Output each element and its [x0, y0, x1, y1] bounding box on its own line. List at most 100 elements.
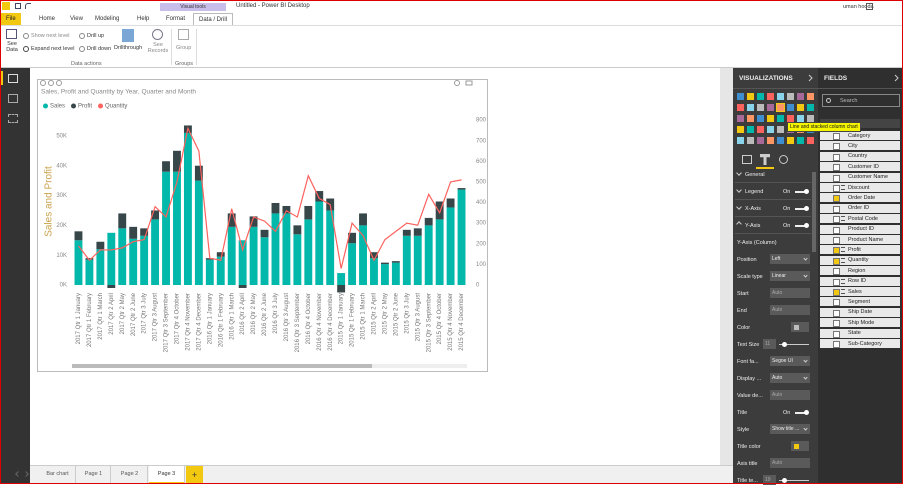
focus-icon[interactable] [454, 80, 460, 86]
viz-icon[interactable] [767, 104, 774, 111]
dropdown[interactable]: Segoe UI [770, 356, 810, 366]
field-row[interactable]: Row ID [820, 276, 900, 286]
viz-icon[interactable] [807, 115, 814, 122]
section-label[interactable]: Y-Axis [745, 223, 761, 229]
viz-icon[interactable] [767, 126, 774, 133]
toggle-track[interactable] [795, 208, 807, 210]
viz-icon[interactable] [757, 93, 764, 100]
field-name[interactable]: Order ID [848, 205, 870, 212]
field-row[interactable]: Segment [820, 297, 900, 307]
field-checkbox[interactable] [833, 278, 840, 286]
page-tab[interactable]: Page 3 [149, 466, 185, 484]
field-checkbox[interactable] [833, 299, 840, 307]
dropdown[interactable]: Left [770, 254, 810, 264]
ribbon-tab[interactable]: Data / Drill [193, 13, 234, 25]
viz-icon[interactable] [757, 137, 764, 144]
dropdown[interactable]: Linear [770, 271, 810, 281]
search-box[interactable]: Search [822, 94, 900, 107]
color-picker[interactable] [791, 441, 809, 451]
viz-icon[interactable] [757, 126, 764, 133]
input-box[interactable]: Auto [770, 390, 810, 400]
drill-icon[interactable] [40, 80, 46, 86]
viz-icon[interactable] [767, 93, 774, 100]
viz-icon[interactable] [787, 115, 794, 122]
toggle-knob[interactable] [804, 206, 809, 211]
viz-icon[interactable] [747, 104, 754, 111]
field-row[interactable]: Product Name [820, 235, 900, 244]
chart[interactable]: Sales, Profit and Quantity by Year, Quar… [37, 79, 488, 372]
drill-up[interactable]: Drill up [87, 33, 105, 39]
field-checkbox[interactable] [833, 309, 840, 317]
slider-knob[interactable] [782, 342, 787, 347]
dropdown[interactable]: Auto [770, 373, 810, 383]
data-view[interactable] [8, 94, 18, 103]
see-data[interactable]: See Data [6, 41, 18, 53]
viz-icon[interactable] [737, 126, 744, 133]
field-name[interactable]: Customer Name [848, 174, 889, 181]
field-checkbox[interactable] [833, 257, 840, 265]
field-name[interactable]: Sales [848, 288, 862, 295]
field-row[interactable]: Discount [820, 183, 900, 192]
toggle-track[interactable] [795, 225, 807, 227]
user-name[interactable]: uman hooda [843, 4, 874, 10]
slider-track[interactable] [779, 344, 809, 345]
field-name[interactable]: City [848, 142, 858, 149]
viz-icon[interactable] [797, 104, 804, 111]
field-name[interactable]: Profit [848, 246, 861, 253]
field-checkbox[interactable] [833, 205, 840, 213]
pane-scrollbar[interactable] [812, 172, 816, 252]
field-checkbox[interactable] [833, 247, 840, 255]
field-row[interactable]: Product ID [820, 224, 900, 234]
expand-icon[interactable] [465, 80, 473, 86]
field-name[interactable]: Customer ID [848, 163, 879, 170]
input-box[interactable]: Auto [770, 305, 810, 315]
field-row[interactable]: Customer Name [820, 172, 900, 182]
close[interactable] [886, 2, 894, 10]
viz-icon[interactable] [747, 93, 754, 100]
see-records[interactable]: See Records [147, 42, 169, 54]
model-view[interactable] [8, 114, 18, 123]
field-row[interactable]: Postal Code [820, 214, 900, 224]
input-value[interactable]: Auto [772, 307, 783, 313]
toggle-label[interactable]: On [783, 206, 791, 212]
field-row[interactable]: Country [820, 151, 900, 161]
viz-icon[interactable] [777, 137, 784, 144]
dropdown[interactable]: Show title ... [770, 424, 810, 434]
input-value[interactable]: Auto [772, 290, 783, 296]
input-value[interactable]: 19 [765, 477, 771, 483]
viz-icon[interactable] [747, 126, 754, 133]
input-box[interactable]: 19 [763, 475, 776, 485]
field-name[interactable]: Country [848, 153, 868, 160]
search-placeholder[interactable]: Search [840, 98, 858, 104]
slider-track[interactable] [779, 480, 809, 481]
field-name[interactable]: Sub-Category [848, 340, 882, 347]
viz-icon[interactable] [807, 137, 814, 144]
page-tab[interactable]: Page 2 [112, 466, 148, 484]
field-row[interactable]: Sales [820, 287, 900, 296]
maximize[interactable] [866, 3, 873, 10]
ribbon-tab[interactable]: View [70, 16, 83, 22]
color-picker[interactable] [791, 322, 809, 332]
field-checkbox[interactable] [833, 226, 840, 234]
viz-icon[interactable] [797, 137, 804, 144]
field-checkbox[interactable] [833, 237, 840, 244]
viz-icon[interactable] [757, 115, 764, 122]
ribbon-tab[interactable]: Help [137, 16, 150, 22]
save-icon[interactable] [15, 3, 21, 9]
field-checkbox[interactable] [833, 341, 840, 348]
input-value[interactable]: Auto [772, 392, 783, 398]
field-row[interactable]: Sub-Category [820, 339, 900, 348]
dropdown-value[interactable]: Auto [772, 375, 783, 381]
viz-icon[interactable] [807, 93, 814, 100]
viz-icon[interactable] [737, 115, 744, 122]
field-name[interactable]: Segment [848, 298, 871, 305]
see-data-icon[interactable] [6, 29, 17, 39]
drill-icon[interactable] [48, 80, 54, 86]
toggle-label[interactable]: On [783, 410, 791, 416]
toggle-knob[interactable] [804, 223, 809, 228]
field-checkbox[interactable] [833, 174, 840, 182]
viz-icon[interactable] [776, 103, 785, 112]
expand-next-level[interactable]: Expand next level [31, 46, 75, 52]
viz-icon[interactable] [807, 104, 814, 111]
field-name[interactable]: Ship Mode [848, 319, 875, 326]
